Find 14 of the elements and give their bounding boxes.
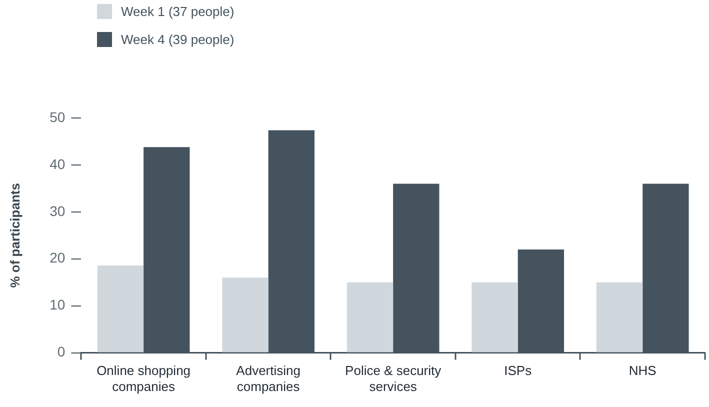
x-tick-label: Advertising companies: [236, 363, 300, 394]
legend-label: Week 1 (37 people): [121, 4, 234, 19]
y-tick-label: 20: [50, 250, 66, 266]
y-tick-label: 50: [50, 108, 66, 125]
x-tick-label: Police & security services: [345, 363, 442, 394]
x-tick-label: ISPs: [504, 363, 532, 378]
y-tick-label: 40: [50, 156, 66, 172]
legend-label: Week 4 (39 people): [121, 32, 234, 47]
y-axis-title: % of participants: [7, 183, 22, 288]
x-tick-label: Online shopping companies: [96, 363, 191, 394]
x-tick-label: NHS: [628, 363, 657, 378]
y-tick-label: 10: [50, 296, 66, 313]
y-tick-label: 30: [50, 202, 66, 219]
y-tick-label: 0: [57, 344, 66, 360]
